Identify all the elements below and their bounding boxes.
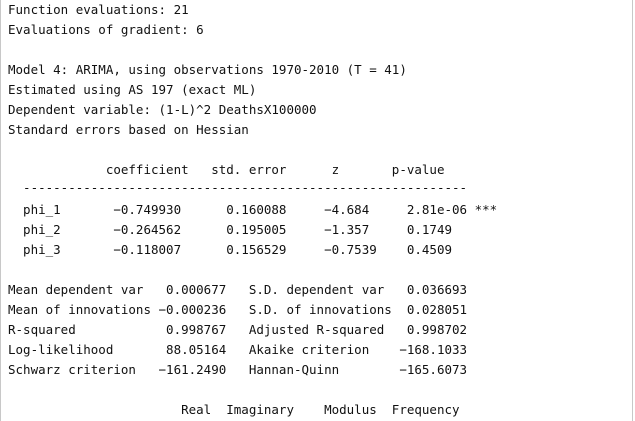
estimation-method-line: Estimated using AS 197 (exact ML)	[8, 82, 257, 97]
stats-row-r-squared: R-squared 0.998767 Adjusted R-squared 0.…	[8, 322, 468, 337]
model-title-line: Model 4: ARIMA, using observations 1970-…	[8, 62, 407, 77]
stats-row-mean-innovations: Mean of innovations −0.000236 S.D. of in…	[8, 302, 468, 317]
coefficient-table-header: coefficient std. error z p-value	[8, 162, 445, 177]
stats-row-log-likelihood: Log-likelihood 88.05164 Akaike criterion…	[8, 342, 468, 357]
coefficient-table-rule: ----------------------------------------…	[8, 180, 468, 195]
standard-errors-line: Standard errors based on Hessian	[8, 122, 249, 137]
dependent-variable-line: Dependent variable: (1-L)^2 DeathsX10000…	[8, 102, 317, 117]
gradient-evaluations-line: Evaluations of gradient: 6	[8, 22, 204, 37]
coefficient-row-phi-1: phi_1 −0.749930 0.160088 −4.684 2.81e-06…	[8, 202, 498, 217]
stats-row-schwarz: Schwarz criterion −161.2490 Hannan-Quinn…	[8, 362, 468, 377]
stats-row-mean-dependent: Mean dependent var 0.000677 S.D. depende…	[8, 282, 468, 297]
roots-table-header: Real Imaginary Modulus Frequency	[8, 402, 460, 417]
function-evaluations-line: Function evaluations: 21	[8, 2, 189, 17]
coefficient-row-phi-3: phi_3 −0.118007 0.156529 −0.7539 0.4509	[8, 242, 453, 257]
coefficient-row-phi-2: phi_2 −0.264562 0.195005 −1.357 0.1749	[8, 222, 453, 237]
